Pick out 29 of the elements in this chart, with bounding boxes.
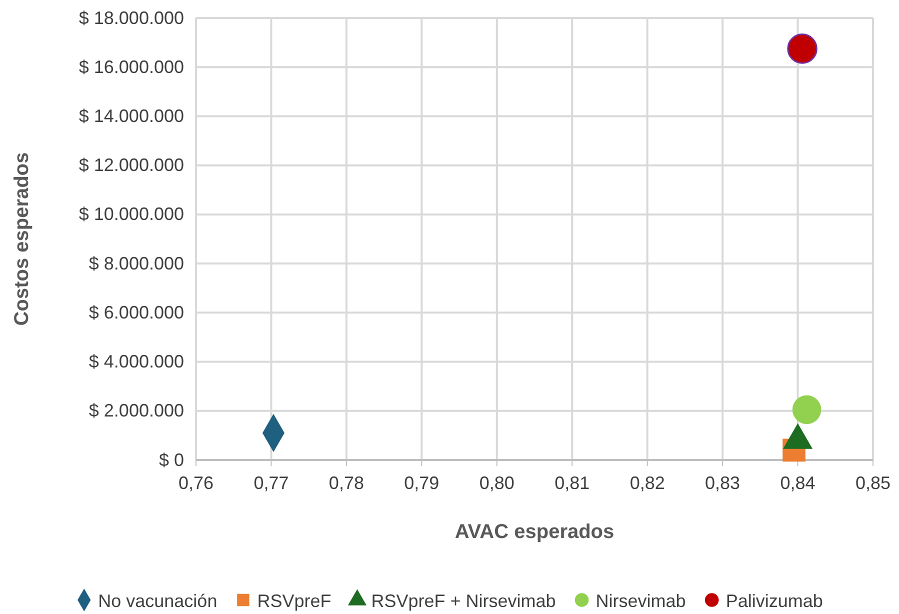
x-tick-label: 0,85 — [855, 472, 891, 493]
y-tick-label: $ 0 — [158, 450, 184, 470]
x-tick-label: 0,84 — [780, 472, 816, 493]
y-tick-label: $ 2.000.000 — [88, 400, 184, 421]
y-tick-label: $ 8.000.000 — [88, 253, 184, 274]
x-tick-label: 0,77 — [254, 472, 289, 493]
x-axis-title: AVAC esperados — [454, 521, 614, 543]
y-tick-label: $ 4.000.000 — [88, 352, 184, 372]
legend-label: Palivizumab — [726, 591, 823, 611]
x-tick-label: 0,76 — [178, 472, 214, 493]
legend-label: Nirsevimab — [596, 591, 686, 611]
y-tick-label: $ 18.000.000 — [78, 8, 184, 28]
y-tick-label: $ 10.000.000 — [78, 204, 184, 224]
y-tick-label: $ 16.000.000 — [78, 56, 184, 77]
legend-label: RSVpreF — [257, 591, 332, 611]
point — [787, 34, 818, 64]
legend-label: RSVpreF + Nirsevimab — [371, 591, 556, 611]
x-tick-label: 0,82 — [630, 472, 665, 493]
y-tick-label: $ 14.000.000 — [78, 106, 184, 126]
x-tick-label: 0,83 — [705, 472, 740, 493]
y-axis-title: Costos esperados — [11, 152, 33, 326]
point — [792, 395, 822, 424]
x-tick-label: 0,78 — [328, 472, 364, 493]
legend-label: No vacunación — [98, 591, 218, 611]
x-tick-label: 0,81 — [554, 472, 590, 493]
x-tick-label: 0,79 — [404, 472, 440, 493]
y-tick-label: $ 6.000.000 — [88, 302, 184, 322]
x-tick-label: 0,80 — [479, 472, 514, 493]
y-tick-label: $ 12.000.000 — [78, 155, 184, 176]
